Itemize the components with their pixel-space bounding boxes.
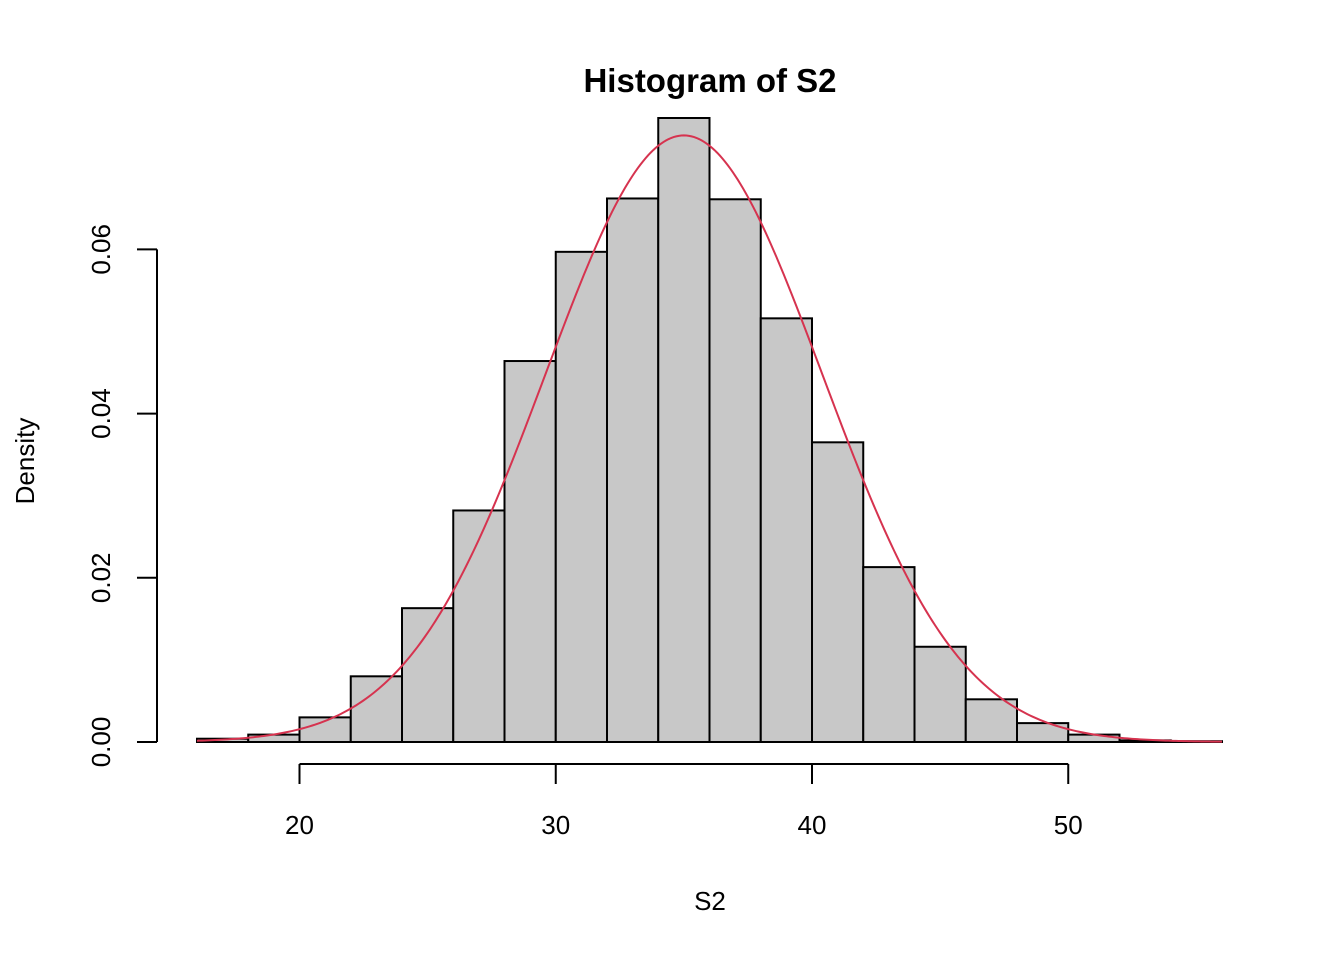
histogram-bar xyxy=(862,566,916,743)
histogram-bar xyxy=(811,441,865,743)
x-tick-label: 40 xyxy=(798,810,827,840)
y-tick-label: 0.06 xyxy=(86,224,116,275)
x-axis: 20 30 40 50 xyxy=(285,763,1083,840)
histogram-bar xyxy=(1016,722,1070,743)
x-axis-label: S2 xyxy=(694,886,726,916)
histogram-bar xyxy=(503,360,557,743)
y-axis: 0.00 0.02 0.04 0.06 xyxy=(86,224,158,768)
histogram-bar xyxy=(708,198,762,743)
histogram-bar xyxy=(401,607,455,743)
histogram-bar xyxy=(964,698,1018,743)
histogram-bar xyxy=(247,733,301,744)
histogram-bar xyxy=(1067,733,1121,744)
y-tick-label: 0.02 xyxy=(86,552,116,603)
x-tick-label: 20 xyxy=(285,810,314,840)
histogram-bar xyxy=(554,250,608,743)
histogram-bar xyxy=(657,117,711,743)
chart-title: Histogram of S2 xyxy=(583,62,836,99)
x-tick-label: 30 xyxy=(541,810,570,840)
histogram-bars xyxy=(196,117,1223,744)
y-tick-label: 0.04 xyxy=(86,388,116,439)
density-curve xyxy=(196,134,1223,743)
x-tick-label: 50 xyxy=(1054,810,1083,840)
histogram-bar xyxy=(759,317,813,743)
histogram-bar xyxy=(452,509,506,743)
histogram-bar xyxy=(913,645,967,743)
histogram-bar xyxy=(606,197,660,744)
y-axis-label: Density xyxy=(10,418,40,505)
histogram-bar xyxy=(349,675,403,744)
y-tick-label: 0.00 xyxy=(86,717,116,768)
